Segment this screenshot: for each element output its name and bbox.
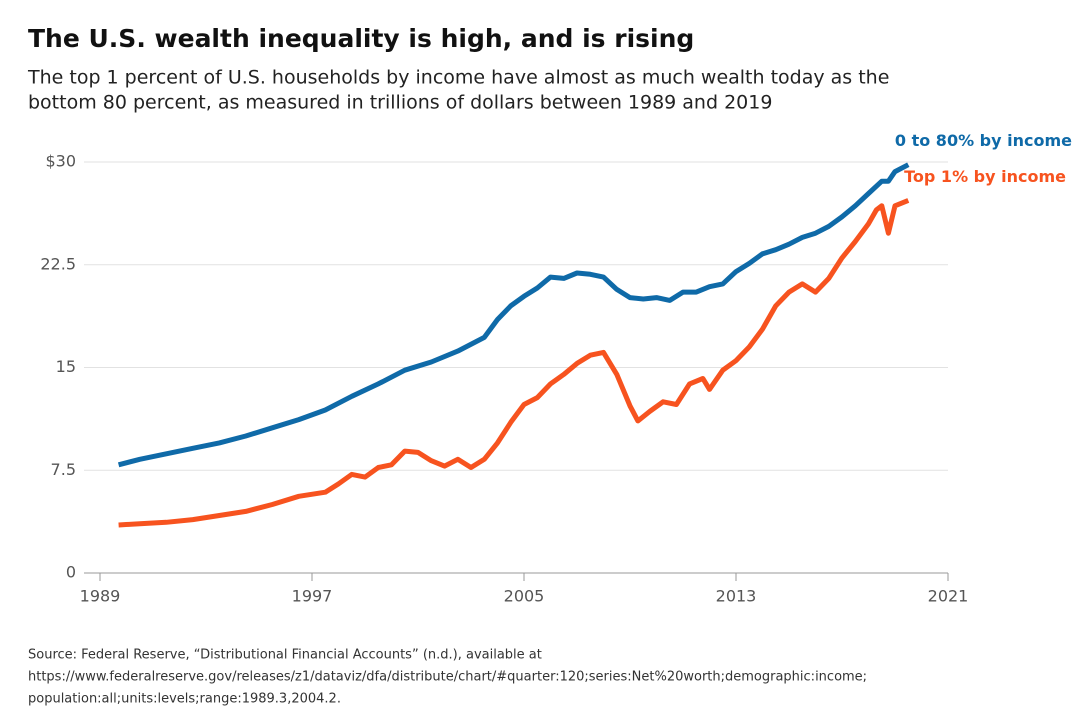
x-tick-label: 1989 [80, 587, 121, 606]
source-note: population:all;units:levels;range:1989.3… [28, 692, 341, 707]
series-line [118, 198, 910, 528]
chart-title: The U.S. wealth inequality is high, and … [28, 24, 694, 53]
x-tick-label: 2013 [716, 587, 757, 606]
series-label: Top 1% by income [904, 167, 1066, 186]
source-note: https://www.federalreserve.gov/releases/… [28, 670, 867, 685]
chart-subtitle: bottom 80 percent, as measured in trilli… [28, 92, 772, 114]
chart-subtitle: The top 1 percent of U.S. households by … [27, 67, 889, 89]
series-line [117, 162, 910, 468]
series-label: 0 to 80% by income [895, 131, 1072, 150]
x-tick-label: 2021 [928, 587, 969, 606]
y-tick-label: $30 [45, 152, 76, 171]
y-tick-label: 0 [66, 563, 76, 582]
x-tick-label: 2005 [504, 587, 545, 606]
y-tick-label: 7.5 [51, 460, 76, 479]
y-tick-label: 22.5 [40, 254, 76, 273]
y-tick-label: 15 [56, 357, 76, 376]
x-tick-label: 1997 [292, 587, 333, 606]
source-note: Source: Federal Reserve, “Distributional… [28, 648, 542, 663]
